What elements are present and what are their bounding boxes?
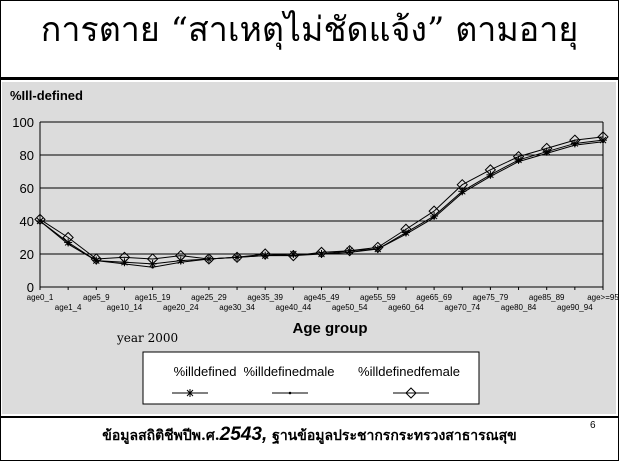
x-tick-label: age80_84 xyxy=(501,303,537,312)
source-footer: ข้อมูลสถิติชีพปีพ.ศ.2543, ฐานข้อมูลประชา… xyxy=(0,424,619,447)
x-tick-label: age40_44 xyxy=(276,303,312,312)
y-tick-labels: 0 20 40 60 80 100 xyxy=(12,115,34,295)
legend-label-illdefined: %illdefined xyxy=(174,364,237,379)
year-annotation: year 2000 xyxy=(116,331,178,345)
legend-marker-diamond xyxy=(405,387,417,399)
data-point-dot xyxy=(432,216,436,219)
legend-label-illdefinedmale: %illdefinedmale xyxy=(243,364,334,379)
x-tick-label: age90_94 xyxy=(557,303,593,312)
y-tick-label: 20 xyxy=(20,247,34,262)
data-point-diamond xyxy=(34,213,46,226)
data-point-dot xyxy=(348,251,351,254)
data-point-dot xyxy=(235,256,239,259)
data-point-diamond xyxy=(315,246,328,259)
x-tick-label: age35_39 xyxy=(247,293,283,302)
data-point-diamond xyxy=(287,249,300,262)
data-point-diamond xyxy=(484,164,497,176)
y-tick-label: 60 xyxy=(20,181,34,196)
x-tick-label: age85_89 xyxy=(529,293,565,302)
data-point-diamond xyxy=(456,178,468,191)
data-point-diamond xyxy=(90,253,103,265)
data-point-dot xyxy=(489,175,492,178)
footer-year: 2543, xyxy=(219,424,268,445)
data-point-dot xyxy=(320,252,323,256)
footer-divider xyxy=(0,416,619,418)
data-point-dot xyxy=(263,254,267,257)
data-point-dot xyxy=(151,265,154,269)
series-markers xyxy=(34,131,609,269)
data-point-diamond xyxy=(118,251,131,264)
data-point-diamond xyxy=(259,248,271,260)
x-tick-label: age60_64 xyxy=(388,303,424,312)
x-tick-label: age70_74 xyxy=(444,303,480,312)
data-point-dot xyxy=(207,257,211,261)
legend-marker-star xyxy=(186,389,194,397)
data-point-star xyxy=(514,155,523,164)
data-point-diamond xyxy=(231,251,243,264)
data-point-diamond xyxy=(540,142,553,155)
x-tick-label: age0_1 xyxy=(27,293,54,302)
page-number: 6 xyxy=(590,420,596,431)
y-tick-label: 80 xyxy=(20,148,34,163)
y-axis-label: %Ill-defined xyxy=(10,88,83,103)
y-tick-label: 0 xyxy=(27,280,34,295)
footer-prefix: ข้อมูลสถิติชีพปีพ.ศ. xyxy=(102,428,220,444)
data-point-star xyxy=(401,228,410,237)
footer-suffix: ฐานข้อมูลประชากรกระทรวงสาธารณสุข xyxy=(267,428,517,444)
data-point-dot xyxy=(292,254,295,257)
data-point-dot xyxy=(460,191,464,195)
x-tick-label: age55_59 xyxy=(360,293,396,302)
data-point-diamond xyxy=(343,244,356,257)
data-point-diamond xyxy=(569,134,581,146)
data-point-dot xyxy=(38,219,42,223)
x-tick-label: age25_29 xyxy=(191,293,227,302)
x-axis-label: Age group xyxy=(293,320,368,337)
data-point-diamond xyxy=(146,253,159,265)
data-point-dot xyxy=(376,247,380,251)
data-point-star xyxy=(570,139,579,148)
x-tick-label: age>=95 xyxy=(587,293,619,302)
slide-title: การตาย “สาเหตุไม่ชัดแจ้ง” ตามอายุ xyxy=(40,10,579,50)
data-point-diamond xyxy=(400,223,412,235)
x-tick-label: age10_14 xyxy=(107,303,143,312)
legend: %illdefined %illdefinedmale %illdefinedf… xyxy=(142,351,480,405)
data-point-diamond xyxy=(597,131,609,143)
data-point-diamond xyxy=(428,205,440,217)
x-tick-label: age5_9 xyxy=(83,293,110,302)
legend-marker-dot xyxy=(288,391,292,395)
x-tick-label: age65_69 xyxy=(416,293,452,302)
x-tick-label: age75_79 xyxy=(473,293,509,302)
data-point-dot xyxy=(95,259,98,262)
data-point-diamond xyxy=(203,253,215,265)
x-tick-label: age15_19 xyxy=(135,293,171,302)
legend-symbols xyxy=(172,387,429,399)
title-divider xyxy=(0,77,619,80)
data-point-diamond xyxy=(62,231,74,244)
x-tick-label: age50_54 xyxy=(332,303,368,312)
y-tick-label: 40 xyxy=(20,214,34,229)
x-tick-label: age45_49 xyxy=(304,293,340,302)
x-tick-label: age1_4 xyxy=(55,303,82,312)
data-point-diamond xyxy=(372,241,384,254)
grid-lines xyxy=(39,121,604,288)
data-point-dot xyxy=(66,242,70,246)
data-point-dot xyxy=(179,260,183,264)
y-tick-label: 100 xyxy=(12,115,34,130)
x-tick-label: age20_24 xyxy=(163,303,199,312)
legend-label-illdefinedfemale: %illdefinedfemale xyxy=(358,364,460,379)
x-tick-labels: age0_1age1_4age5_9age10_14age15_19age20_… xyxy=(27,287,619,312)
x-tick-label: age30_34 xyxy=(219,303,255,312)
data-point-diamond xyxy=(175,249,187,262)
data-point-star xyxy=(542,147,551,156)
legend-box xyxy=(142,351,480,405)
data-point-dot xyxy=(123,262,126,266)
data-point-diamond xyxy=(512,150,525,163)
